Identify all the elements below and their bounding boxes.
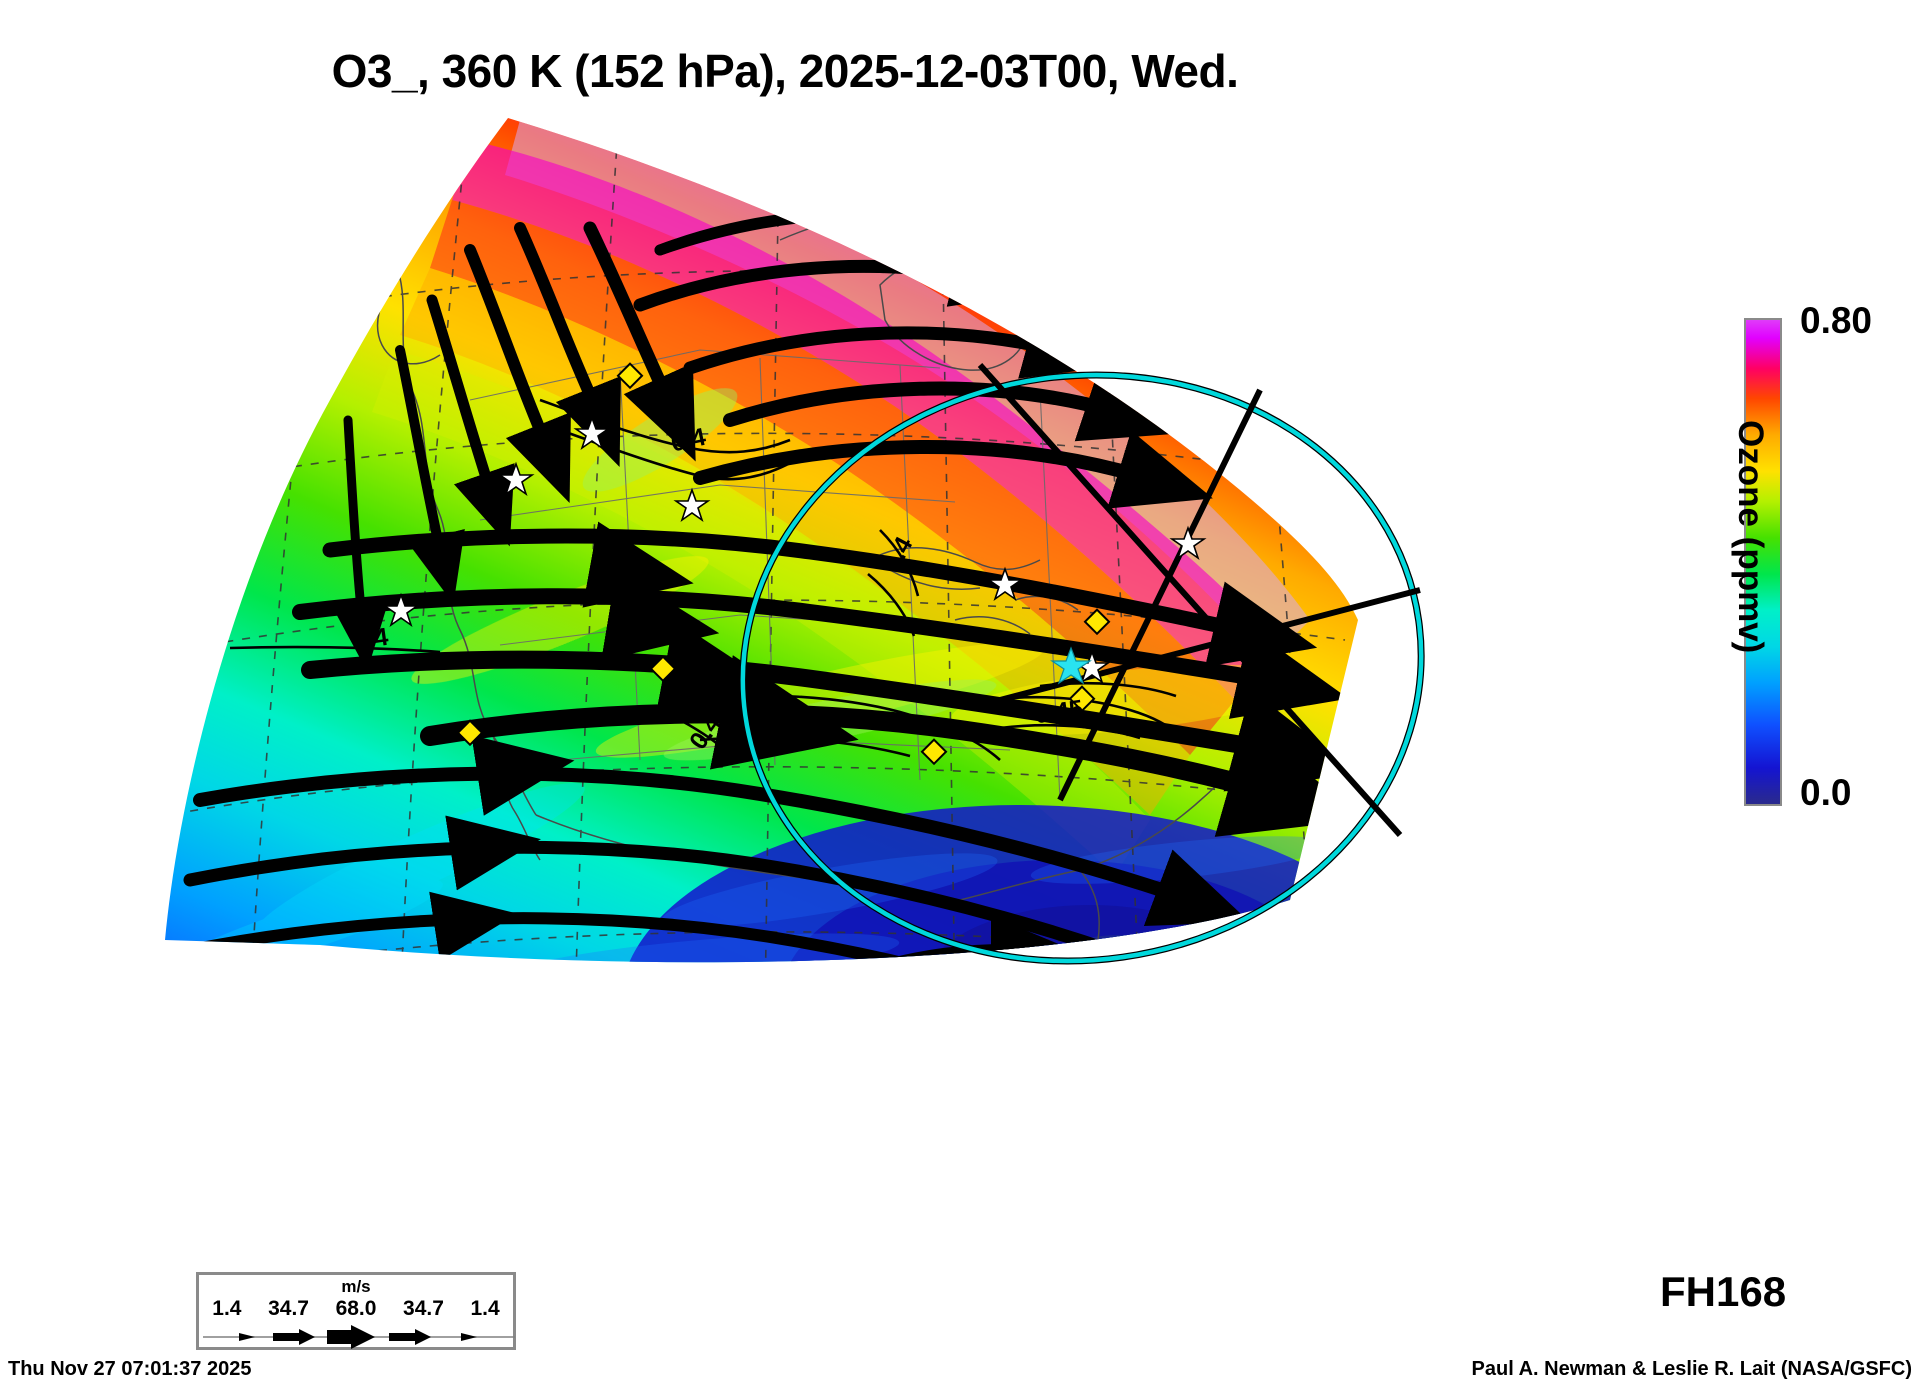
satellite-track-lines [977,363,1421,837]
wind-value-labels: 1.4 34.7 68.0 34.7 1.4 [199,1297,513,1321]
wind-value-3: 34.7 [403,1297,444,1320]
generation-timestamp: Thu Nov 27 07:01:37 2025 [8,1358,252,1380]
colorbar-min-label: 0.0 [1800,772,1852,813]
contour-label-1: 0.4 [352,623,390,656]
ozone-map-svg: 0.40.40.40.4 0.45 [165,118,1425,965]
forecast-hour-label: FH168 [1660,1268,1787,1315]
map-plot-area: 0.4 0.4 0.4 0.4 0.45 [0,100,1620,1260]
colorbar [1744,318,1784,808]
colorbar-max-label: 0.80 [1800,300,1873,341]
contour-label-4: 0.45 [1033,695,1085,730]
wind-arrow-samples [203,1325,515,1349]
wind-scale-legend: m/s 1.4 34.7 68.0 34.7 1.4 [196,1272,516,1350]
wind-value-2: 68.0 [335,1297,377,1320]
wind-value-0: 1.4 [212,1297,242,1320]
author-credit: Paul A. Newman & Leslie R. Lait (NASA/GS… [1471,1358,1912,1380]
cyan-great-circle [739,371,1425,965]
wind-unit-label: m/s [341,1277,371,1296]
colorbar-gradient [1744,318,1782,806]
colorbar-axis-label: Ozone (ppmv) [1731,420,1770,654]
station-markers [382,362,1207,766]
page-title: O3_, 360 K (152 hPa), 2025-12-03T00, Wed… [331,45,1239,97]
wind-value-1: 34.7 [268,1297,309,1320]
wind-value-4: 1.4 [470,1297,500,1320]
